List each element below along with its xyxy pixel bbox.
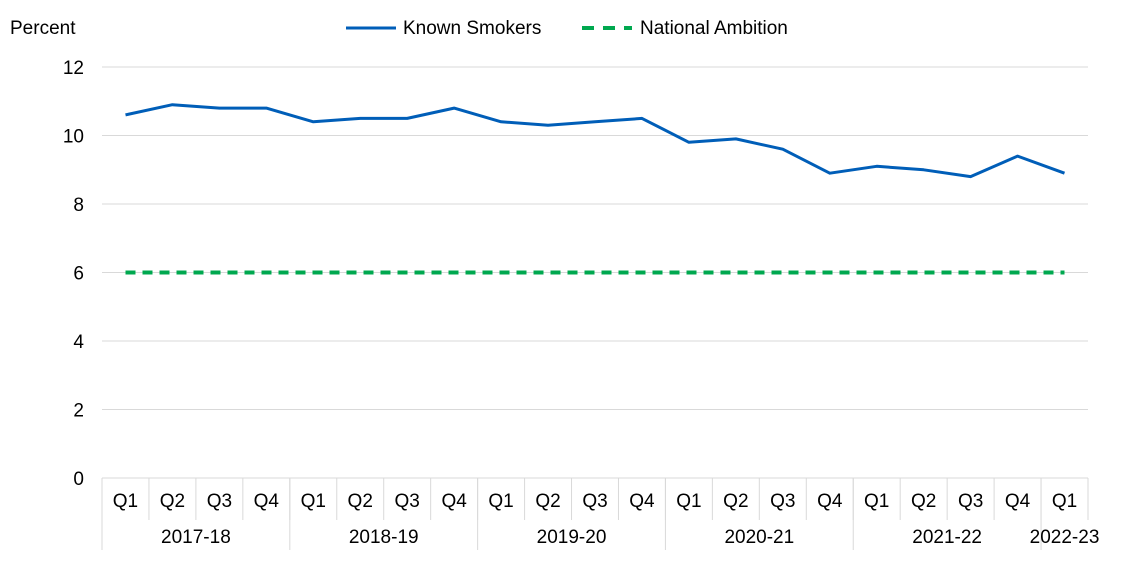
x-tick-label: Q2	[723, 491, 748, 512]
legend-label: National Ambition	[640, 18, 788, 39]
x-tick-label: Q1	[488, 491, 513, 512]
y-tick-label: 0	[73, 469, 84, 490]
x-tick-label: Q3	[395, 491, 420, 512]
x-tick-label: Q4	[629, 491, 655, 512]
y-tick-label: 2	[73, 401, 84, 422]
y-tick-label: 6	[73, 264, 84, 285]
y-tick-label: 4	[73, 332, 84, 353]
gridlines	[102, 66, 1088, 410]
x-group-label: 2017-18	[161, 527, 231, 548]
x-tick-label: Q3	[207, 491, 232, 512]
y-axis-unit-label: Percent	[10, 18, 76, 39]
x-group-label: 2019-20	[537, 527, 607, 548]
x-tick-label: Q2	[348, 491, 373, 512]
x-axis-categories: Q1 Q2 Q3 Q4 Q1 Q2 Q3 Q4 Q1 Q2 Q3 Q4 Q1 Q2 Q3 Q4 Q1 Q2 Q3 Q4…	[101, 478, 1100, 550]
x-tick-label: Q2	[535, 491, 560, 512]
x-tick-label: Q1	[864, 491, 889, 512]
x-tick-label: Q3	[958, 491, 983, 512]
y-axis-ticks: 0 2 4 6 8 10 12	[63, 58, 85, 490]
x-tick-label: Q4	[254, 491, 280, 512]
y-tick-label: 12	[63, 58, 84, 79]
x-tick-label: Q4	[1005, 491, 1031, 512]
y-tick-label: 8	[73, 195, 84, 216]
x-tick-label: Q3	[770, 491, 795, 512]
x-group-label: 2020-21	[724, 527, 794, 548]
series-lines	[125, 103, 1066, 275]
x-tick-label: Q1	[301, 491, 326, 512]
x-tick-label: Q2	[911, 491, 936, 512]
x-group-label: 2021-22	[912, 527, 982, 548]
x-tick-label: Q1	[113, 491, 138, 512]
x-tick-label: Q2	[160, 491, 185, 512]
x-group-label: 2018-19	[349, 527, 419, 548]
x-group-label: 2022-23	[1030, 527, 1100, 548]
x-tick-label: Q3	[582, 491, 607, 512]
legend-label: Known Smokers	[403, 18, 541, 39]
legend: Known Smokers National Ambition	[346, 18, 788, 39]
x-tick-label: Q4	[441, 491, 467, 512]
x-tick-label: Q4	[817, 491, 843, 512]
known-smokers-line	[125, 103, 1066, 179]
y-tick-label: 10	[63, 127, 84, 148]
x-tick-label: Q1	[676, 491, 701, 512]
x-tick-label: Q1	[1052, 491, 1077, 512]
